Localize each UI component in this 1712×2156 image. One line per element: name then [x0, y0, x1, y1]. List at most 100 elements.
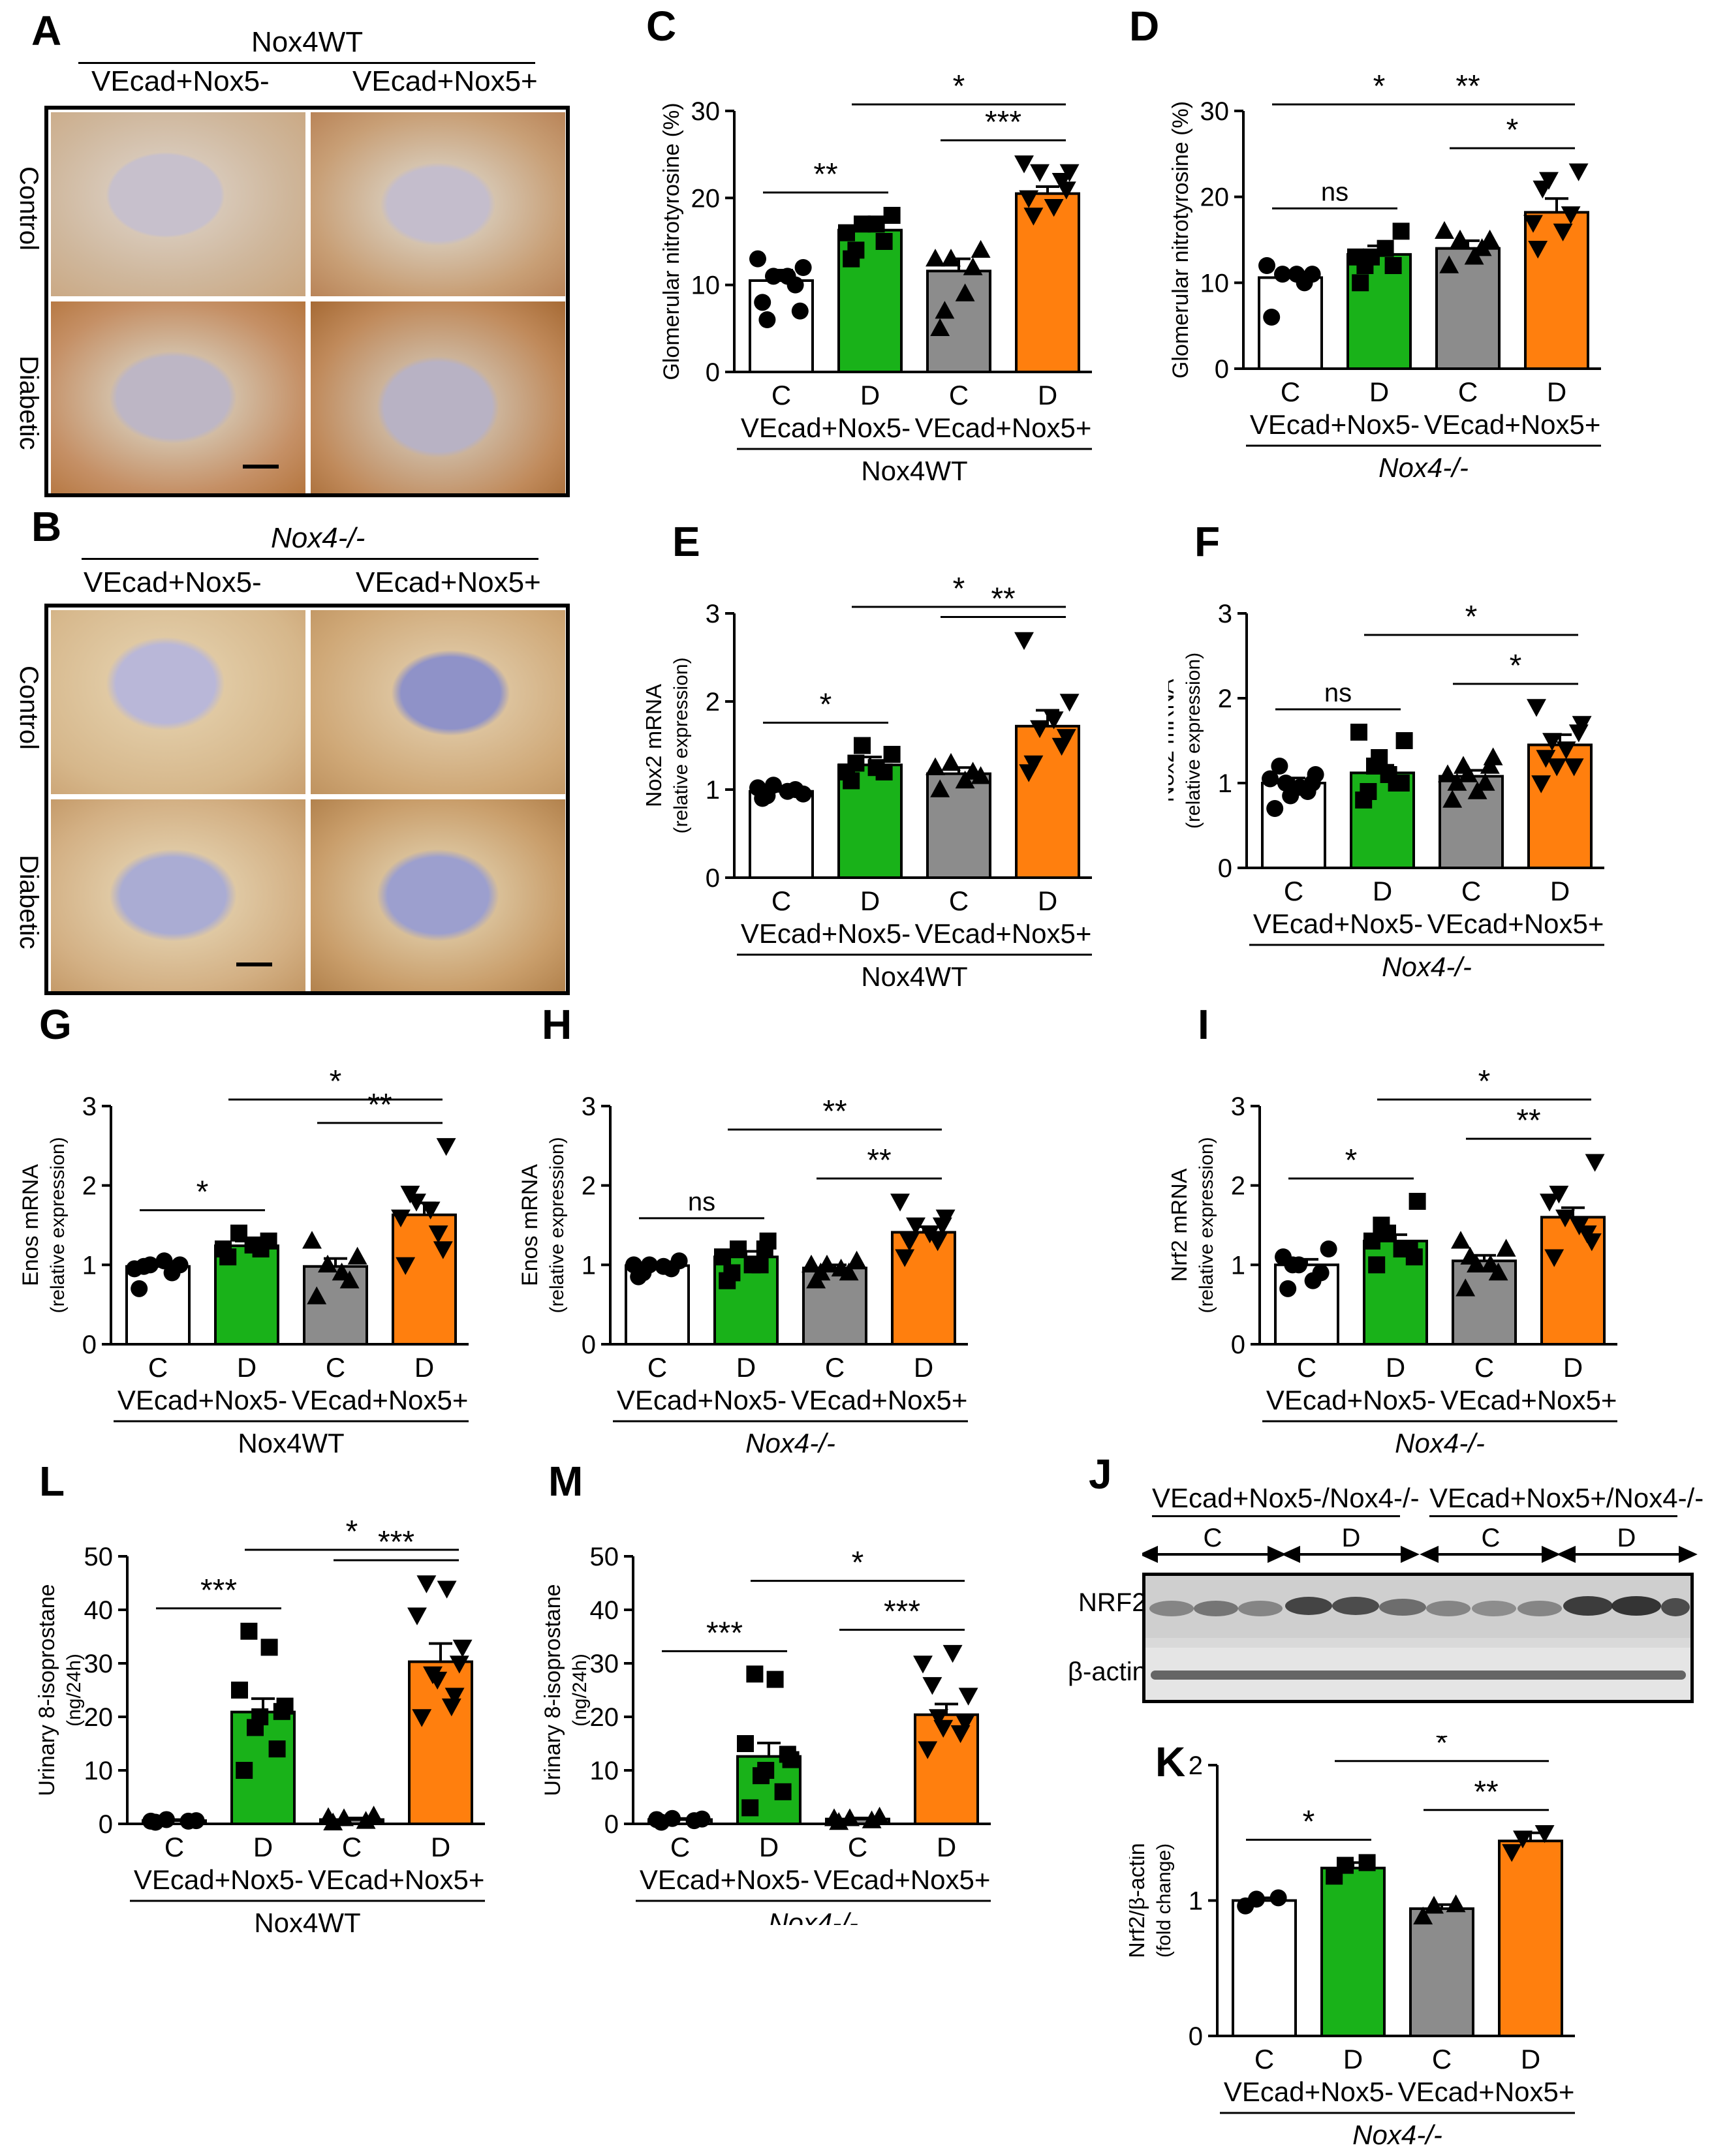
data-point [437, 1580, 457, 1599]
data-point [1303, 775, 1321, 792]
western-blot-image [1142, 1573, 1694, 1703]
micro-a-row1: Control [14, 166, 43, 251]
y-tick-label: 40 [84, 1596, 114, 1625]
y-tick-label: 0 [706, 358, 720, 387]
data-point [1480, 229, 1500, 248]
data-point [1446, 1894, 1466, 1913]
data-point [926, 249, 945, 267]
nrf2-band [1661, 1598, 1690, 1616]
group-label-1: VEcad+Nox5- [117, 1385, 287, 1415]
data-point [391, 1209, 411, 1227]
panel-letter-g: G [39, 1001, 72, 1048]
significance-label: ** [822, 1094, 847, 1129]
significance-label: *** [884, 1595, 920, 1629]
y-tick-label: 10 [691, 271, 721, 300]
panel-letter-h: H [542, 1001, 572, 1048]
y-tick-label: 3 [82, 1092, 97, 1121]
data-point [1368, 1256, 1386, 1274]
x-category-label: D [736, 1352, 756, 1383]
data-point [1352, 274, 1369, 292]
group-label-2: VEcad+Nox5+ [1424, 409, 1601, 440]
data-point [1502, 1844, 1522, 1862]
x-category-label: C [1432, 2044, 1452, 2074]
y-axis-label-2: (relative expression) [670, 657, 692, 833]
data-point [1392, 223, 1410, 240]
panel-letter-c: C [646, 3, 676, 50]
micro-a-scalebar [243, 465, 279, 469]
data-point [444, 1687, 465, 1706]
y-tick-label: 40 [590, 1596, 619, 1625]
bar-c-2 [1409, 1907, 1474, 2038]
western-lane-arrows: C D C D [1142, 1524, 1698, 1563]
data-point [1269, 1889, 1287, 1907]
data-point [319, 1807, 338, 1825]
data-point [260, 1232, 277, 1250]
lane-arrow-1 [1142, 1545, 1286, 1563]
data-point [1413, 1906, 1433, 1925]
data-point [1320, 1240, 1337, 1257]
data-point [1279, 1280, 1297, 1297]
data-point [714, 1248, 731, 1266]
data-point [802, 1254, 821, 1273]
data-point [251, 1708, 269, 1725]
y-tick-label: 2 [1218, 685, 1232, 713]
data-point [268, 1740, 286, 1758]
micro-b-tile-diabetic-neg [51, 799, 305, 991]
data-point [1531, 775, 1551, 793]
data-point [1377, 239, 1394, 257]
chart-c: C 0 10 20 30 Glomerular nitrotyrosine (%) C D C D… [646, 3, 1092, 486]
y-axis-label-2: (relative expression) [546, 1137, 568, 1313]
genotype-label: Nox4WT [861, 455, 967, 486]
panel-letter-d: D [1129, 3, 1159, 50]
data-point [428, 1225, 448, 1244]
significance-label: ** [1516, 1103, 1540, 1138]
data-point [1553, 223, 1573, 241]
y-tick-label: 30 [1200, 97, 1230, 126]
data-point [847, 754, 865, 772]
data-point [1523, 215, 1543, 233]
data-point [135, 1257, 153, 1275]
x-category-label: D [1343, 2044, 1363, 2074]
data-point [1030, 164, 1050, 182]
data-point [1014, 155, 1034, 174]
data-point [158, 1811, 175, 1828]
group-label-1: VEcad+Nox5- [1250, 409, 1420, 440]
western-band2-label: β-actin [1068, 1657, 1147, 1686]
western-bands [1145, 1576, 1690, 1700]
data-point [433, 1241, 453, 1259]
data-point [332, 1262, 352, 1281]
y-tick-label: 20 [590, 1703, 619, 1732]
y-tick-label: 0 [1231, 1331, 1245, 1359]
data-point [963, 257, 983, 275]
data-point [929, 1709, 948, 1727]
micro-b-col2: VEcad+Nox5+ [356, 566, 541, 598]
panel-letter-a: A [31, 7, 62, 54]
data-point [1360, 783, 1377, 800]
data-point [1395, 732, 1413, 749]
micro-a-col2: VEcad+Nox5+ [352, 65, 538, 97]
data-point [1475, 773, 1495, 791]
data-point [1585, 1154, 1605, 1172]
x-category-label: C [164, 1832, 184, 1862]
y-tick-label: 0 [706, 864, 720, 893]
significance-label: * [1465, 600, 1478, 634]
group-label-1: VEcad+Nox5- [1266, 1385, 1436, 1415]
x-category-label: C [1281, 377, 1300, 407]
data-point [971, 766, 991, 784]
data-point [757, 1762, 775, 1779]
nrf2-band [1611, 1596, 1661, 1616]
group-label-1: VEcad+Nox5- [640, 1864, 809, 1895]
data-point [420, 1201, 441, 1220]
y-axis-label-2: (relative expression) [47, 1137, 69, 1313]
data-point [867, 215, 885, 233]
y-tick-label: 1 [1218, 769, 1232, 798]
y-tick-label: 30 [590, 1650, 619, 1678]
chart-m: M 0 10 20 30 40 50 Urinary 8-isoprostane (ng/24h… [540, 1458, 991, 1925]
data-point [920, 1225, 940, 1244]
micro-b-tile-control-pos [311, 610, 565, 794]
data-point [171, 1256, 189, 1274]
x-category-label: D [914, 1352, 933, 1383]
data-point [935, 301, 955, 319]
significance-label: ** [867, 1143, 891, 1178]
x-category-label: C [848, 1832, 867, 1862]
